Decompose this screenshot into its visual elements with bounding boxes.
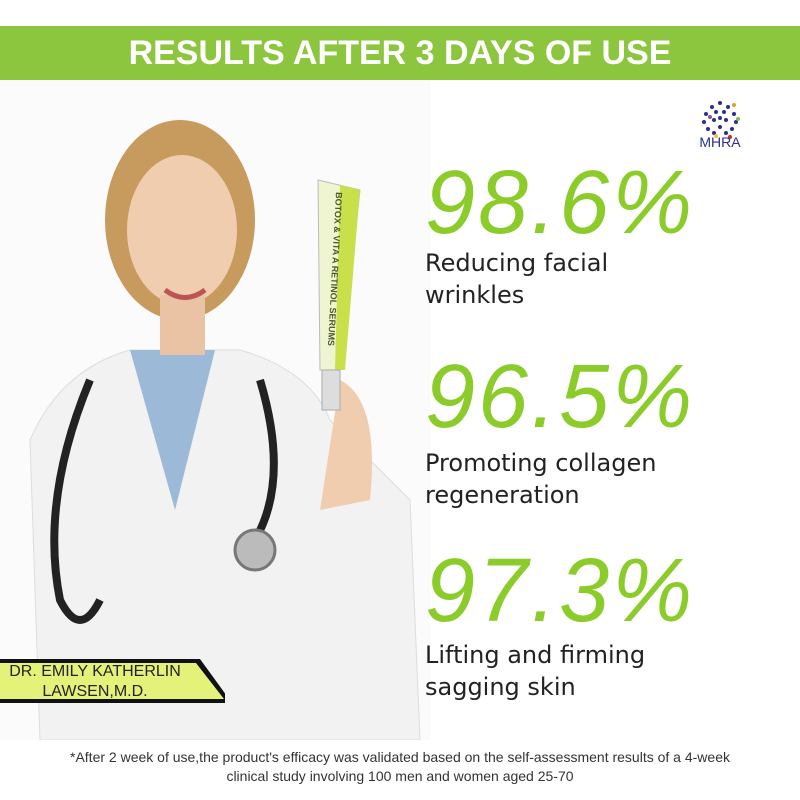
product-tube: BOTOX & VITA A RETINOL SERUMS xyxy=(317,179,361,411)
stat-label-wrinkles: Reducing facial wrinkles xyxy=(425,247,608,311)
doctor-name-line: DR. EMILY KATHERLIN xyxy=(9,663,181,680)
stat-label-line: Reducing facial xyxy=(425,249,609,277)
headline-banner: RESULTS AFTER 3 DAYS OF USE xyxy=(0,26,800,80)
footnote-line: clinical study involving 100 men and wom… xyxy=(226,768,574,784)
footnote-line: *After 2 week of use,the product's effic… xyxy=(70,749,730,765)
stat-label-line: regeneration xyxy=(425,481,580,509)
footnote: *After 2 week of use,the product's effic… xyxy=(0,748,800,786)
stat-value-lifting: 97.3% xyxy=(425,541,696,641)
doctor-credential-line: LAWSEN,M.D. xyxy=(42,683,148,700)
stat-value-collagen: 96.5% xyxy=(425,347,696,447)
doctor-name: DR. EMILY KATHERLIN LAWSEN,M.D. xyxy=(0,662,190,702)
stat-label-lifting: Lifting and firming sagging skin xyxy=(425,639,645,703)
stat-label-collagen: Promoting collagen regeneration xyxy=(425,447,656,511)
stat-value-wrinkles: 98.6% xyxy=(425,153,696,253)
stat-label-line: Promoting collagen xyxy=(425,449,657,477)
doctor-photo: BOTOX & VITA A RETINOL SERUMS xyxy=(0,80,430,740)
stat-label-line: Lifting and firming xyxy=(425,641,646,669)
stat-label-line: wrinkles xyxy=(425,281,525,309)
mhra-logo-icon xyxy=(702,101,740,139)
doctor-name-badge xyxy=(0,659,225,703)
mhra-logo-text: MHRA xyxy=(699,134,741,150)
stat-label-line: sagging skin xyxy=(425,673,576,701)
